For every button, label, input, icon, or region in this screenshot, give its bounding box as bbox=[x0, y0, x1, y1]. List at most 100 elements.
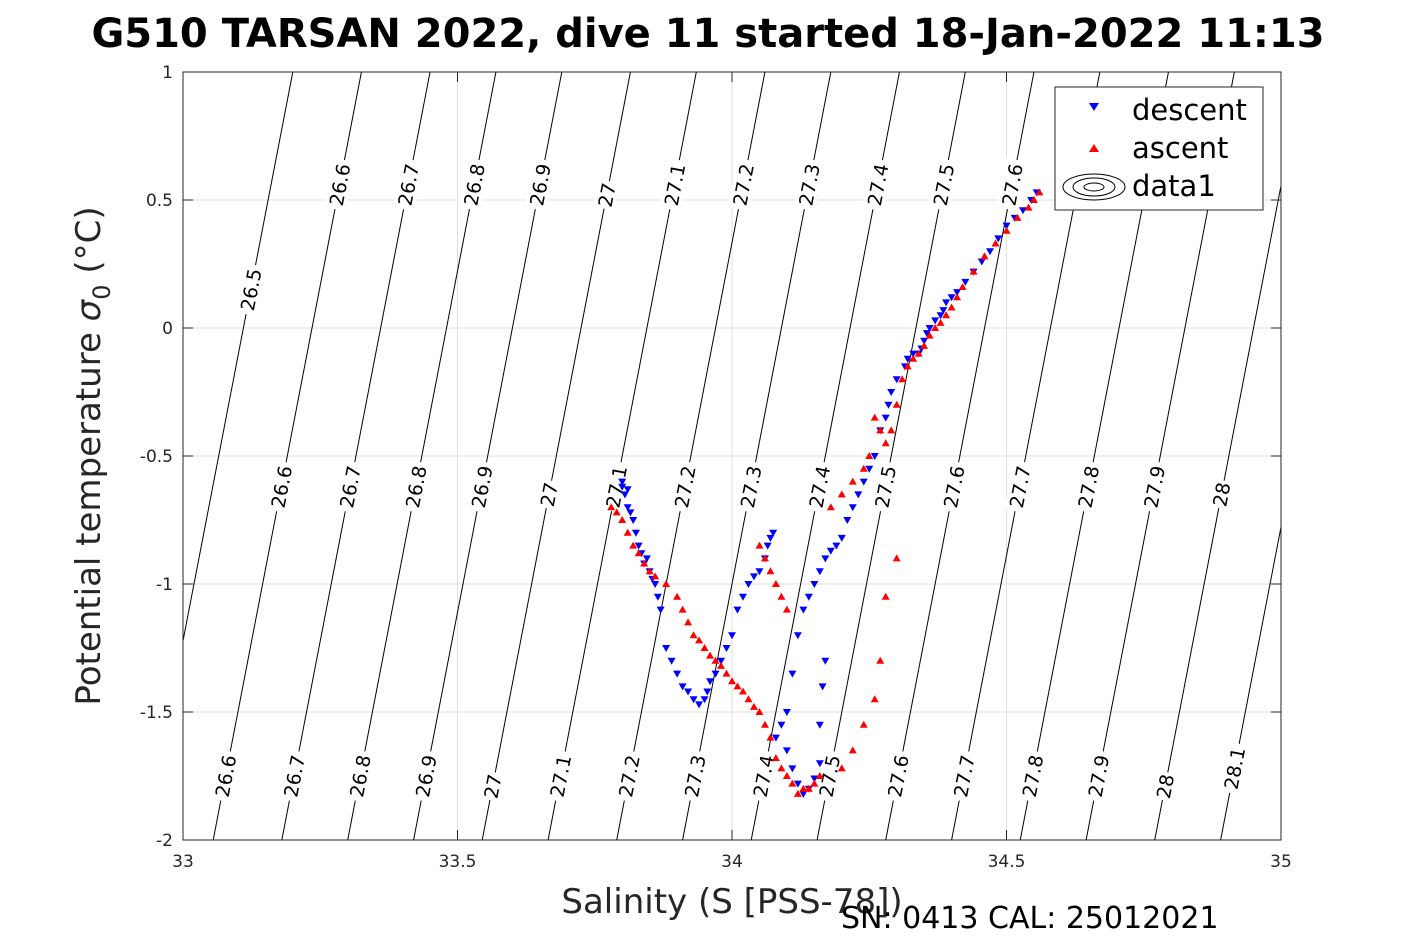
y-tick-label: 1 bbox=[162, 63, 173, 83]
contour-label-backing bbox=[344, 749, 376, 803]
contour-label-backing bbox=[1004, 460, 1036, 514]
ascent-point bbox=[777, 592, 786, 600]
descent-point bbox=[793, 780, 802, 788]
ascent-point bbox=[892, 400, 901, 408]
ascent-point bbox=[711, 656, 720, 664]
y-tick-label: -2 bbox=[156, 831, 173, 851]
ascent-point bbox=[848, 746, 857, 754]
legend-ascent-marker bbox=[1089, 144, 1099, 152]
descent-point bbox=[909, 350, 918, 358]
descent-point bbox=[755, 568, 764, 576]
contour-label-backing bbox=[793, 158, 825, 212]
descent-point bbox=[678, 683, 687, 691]
descent-point bbox=[629, 517, 638, 524]
descent-point bbox=[986, 248, 995, 256]
contour-label-backing bbox=[524, 158, 556, 212]
contour-label: 27 bbox=[535, 478, 563, 511]
descent-point bbox=[618, 478, 627, 486]
x-axis-ticks: 33 33.5 34 34.5 35 bbox=[172, 72, 1292, 872]
contour-label-backing bbox=[334, 460, 366, 514]
descent-point bbox=[623, 486, 632, 494]
contour-label-backing bbox=[862, 158, 894, 212]
descent-point bbox=[634, 542, 643, 550]
ascent-point bbox=[991, 239, 1000, 247]
descent-point bbox=[769, 529, 778, 537]
contour-label-backing bbox=[466, 460, 498, 514]
contour-label-backing bbox=[1218, 741, 1250, 795]
descent-point bbox=[942, 299, 951, 307]
contour-label-backing bbox=[235, 262, 267, 317]
ascent-point bbox=[876, 426, 885, 434]
data-points bbox=[607, 188, 1044, 798]
descent-point bbox=[667, 657, 676, 665]
descent-point bbox=[859, 478, 868, 486]
ascent-point bbox=[881, 592, 890, 600]
ascent-point bbox=[717, 661, 726, 669]
descent-point bbox=[703, 688, 712, 696]
y-axis-label-subscript: 0 bbox=[88, 284, 116, 299]
descent-point bbox=[653, 593, 662, 601]
ascent-point bbox=[969, 267, 978, 275]
ascent-point bbox=[733, 682, 742, 690]
descent-point bbox=[749, 573, 758, 581]
contour-label-backing bbox=[1151, 770, 1179, 803]
legend-descent-label: descent bbox=[1132, 93, 1247, 127]
x-tick-label: 34 bbox=[721, 852, 743, 872]
legend-data1-marker bbox=[1062, 173, 1126, 201]
ascent-point bbox=[958, 283, 967, 291]
descent-point bbox=[947, 294, 956, 302]
contour-label-backing bbox=[679, 749, 711, 803]
ascent-point bbox=[870, 413, 879, 421]
descent-point bbox=[1018, 207, 1027, 215]
descent-point bbox=[618, 483, 627, 491]
contour-label-text: 28 bbox=[1153, 772, 1179, 800]
y-axis-label: Potential temperature σ0 (°C) bbox=[69, 206, 116, 705]
contour-label-text: 27 bbox=[480, 772, 506, 800]
descent-point bbox=[865, 465, 874, 473]
contour-label: 28 bbox=[1207, 478, 1236, 511]
ascent-point bbox=[623, 528, 632, 536]
descent-point bbox=[763, 542, 772, 550]
ascent-point bbox=[612, 508, 621, 516]
contour-label-backing bbox=[735, 460, 767, 514]
ascent-point bbox=[953, 293, 962, 301]
descent-point bbox=[673, 670, 682, 678]
descent-point bbox=[626, 509, 635, 517]
contour-label: 27.6 bbox=[938, 460, 970, 514]
ascent-point bbox=[755, 708, 764, 715]
legend-data1-label: data1 bbox=[1132, 169, 1216, 203]
descent-point bbox=[771, 734, 780, 742]
ascent-point bbox=[980, 252, 989, 260]
y-tick-label: -0.5 bbox=[140, 447, 173, 467]
descent-point bbox=[994, 235, 1003, 243]
ascent-point bbox=[892, 554, 901, 562]
ascent-point bbox=[909, 354, 918, 362]
ascent-point bbox=[738, 687, 747, 695]
legend-ascent-label: ascent bbox=[1132, 131, 1228, 165]
descent-point bbox=[788, 765, 797, 773]
contour-label-backing bbox=[727, 158, 759, 212]
descent-point bbox=[920, 337, 929, 345]
ascent-point bbox=[782, 605, 791, 613]
ascent-point bbox=[887, 426, 896, 434]
contour-label: 26.7 bbox=[334, 460, 366, 514]
descent-point bbox=[953, 289, 962, 297]
descent-point bbox=[821, 555, 830, 563]
contour-label: 27.9 bbox=[1082, 749, 1114, 803]
contour-label-backing bbox=[392, 158, 424, 212]
legend-descent-marker bbox=[1089, 103, 1099, 111]
ascent-point bbox=[749, 702, 758, 710]
ascent-point bbox=[782, 772, 791, 779]
x-tick-label: 33 bbox=[172, 852, 194, 872]
descent-point bbox=[799, 606, 808, 614]
descent-point bbox=[931, 317, 940, 325]
contour-label-backing bbox=[544, 749, 576, 803]
ascent-point bbox=[848, 477, 857, 485]
ascent-point bbox=[607, 503, 616, 511]
descent-point bbox=[766, 534, 775, 542]
ascent-point bbox=[793, 789, 802, 797]
ascent-point bbox=[1024, 203, 1033, 211]
ascent-point bbox=[722, 669, 731, 677]
ascent-point bbox=[760, 554, 769, 562]
ascent-point bbox=[788, 779, 797, 787]
